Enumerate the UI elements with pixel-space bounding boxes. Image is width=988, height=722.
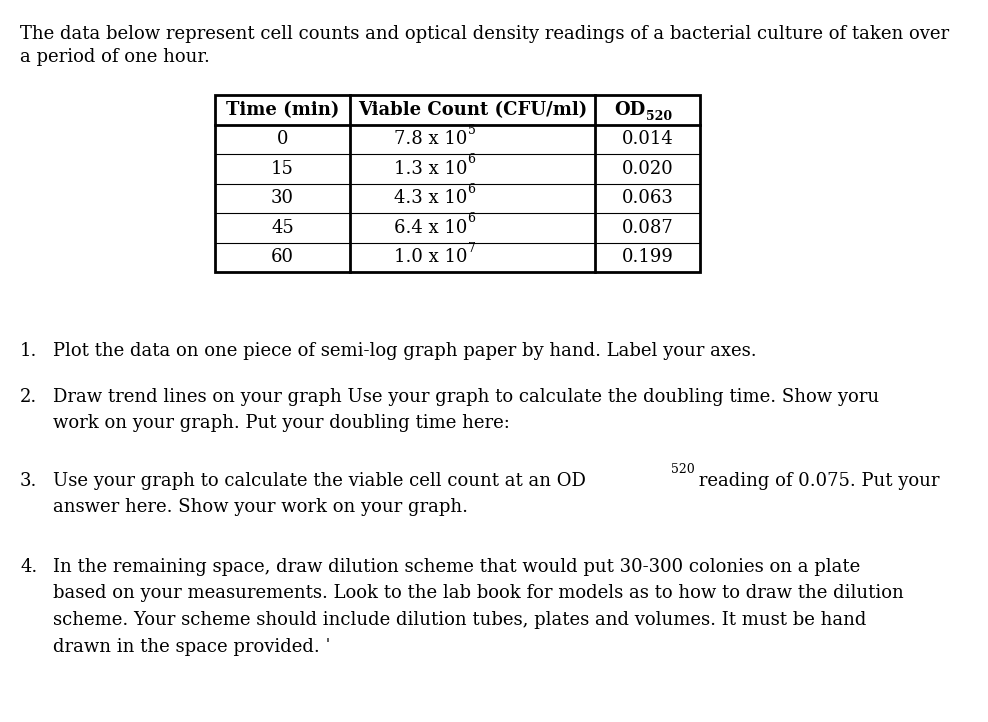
Text: 60: 60 — [271, 248, 294, 266]
Text: 7: 7 — [467, 242, 475, 255]
Text: The data below represent cell counts and optical density readings of a bacterial: The data below represent cell counts and… — [20, 25, 949, 43]
Text: scheme. Your scheme should include dilution tubes, plates and volumes. It must b: scheme. Your scheme should include dilut… — [53, 611, 866, 629]
Text: 1.3 x 10: 1.3 x 10 — [394, 160, 467, 178]
Text: 2.: 2. — [20, 388, 38, 406]
Text: 30: 30 — [271, 189, 294, 207]
Text: 5: 5 — [467, 123, 475, 136]
Text: 6: 6 — [467, 183, 475, 196]
Text: 7.8 x 10: 7.8 x 10 — [394, 130, 467, 148]
Text: 1.: 1. — [20, 342, 38, 360]
Text: Use your graph to calculate the viable cell count at an OD: Use your graph to calculate the viable c… — [53, 472, 586, 490]
Text: 6.4 x 10: 6.4 x 10 — [394, 219, 467, 237]
Text: 0.199: 0.199 — [621, 248, 674, 266]
Text: OD: OD — [615, 101, 645, 118]
Text: work on your graph. Put your doubling time here:: work on your graph. Put your doubling ti… — [53, 414, 510, 432]
Text: 45: 45 — [271, 219, 293, 237]
Text: 3.: 3. — [20, 472, 38, 490]
Text: 6: 6 — [467, 153, 475, 166]
Text: 4.3 x 10: 4.3 x 10 — [394, 189, 467, 207]
Text: 520: 520 — [645, 110, 672, 123]
Text: Draw trend lines on your graph Use your graph to calculate the doubling time. Sh: Draw trend lines on your graph Use your … — [53, 388, 879, 406]
Text: reading of 0.075. Put your: reading of 0.075. Put your — [693, 472, 940, 490]
Text: In the remaining space, draw dilution scheme that would put 30-300 colonies on a: In the remaining space, draw dilution sc… — [53, 558, 861, 576]
Text: a period of one hour.: a period of one hour. — [20, 48, 209, 66]
Text: 0.087: 0.087 — [621, 219, 674, 237]
Text: Time (min): Time (min) — [226, 101, 339, 118]
Text: 0: 0 — [277, 130, 288, 148]
Text: 520: 520 — [671, 463, 695, 476]
Text: based on your measurements. Look to the lab book for models as to how to draw th: based on your measurements. Look to the … — [53, 585, 904, 602]
Text: 0.063: 0.063 — [621, 189, 674, 207]
Text: 15: 15 — [271, 160, 294, 178]
Text: 4.: 4. — [20, 558, 38, 576]
Text: 1.0 x 10: 1.0 x 10 — [394, 248, 467, 266]
Bar — [215, 95, 700, 272]
Text: answer here. Show your work on your graph.: answer here. Show your work on your grap… — [53, 498, 468, 516]
Text: drawn in the space provided. ˈ: drawn in the space provided. ˈ — [53, 638, 330, 656]
Text: Viable Count (CFU/ml): Viable Count (CFU/ml) — [358, 101, 587, 118]
Text: Plot the data on one piece of semi-log graph paper by hand. Label your axes.: Plot the data on one piece of semi-log g… — [53, 342, 757, 360]
Text: 0.020: 0.020 — [621, 160, 674, 178]
Text: 0.014: 0.014 — [621, 130, 674, 148]
Text: 6: 6 — [467, 212, 475, 225]
